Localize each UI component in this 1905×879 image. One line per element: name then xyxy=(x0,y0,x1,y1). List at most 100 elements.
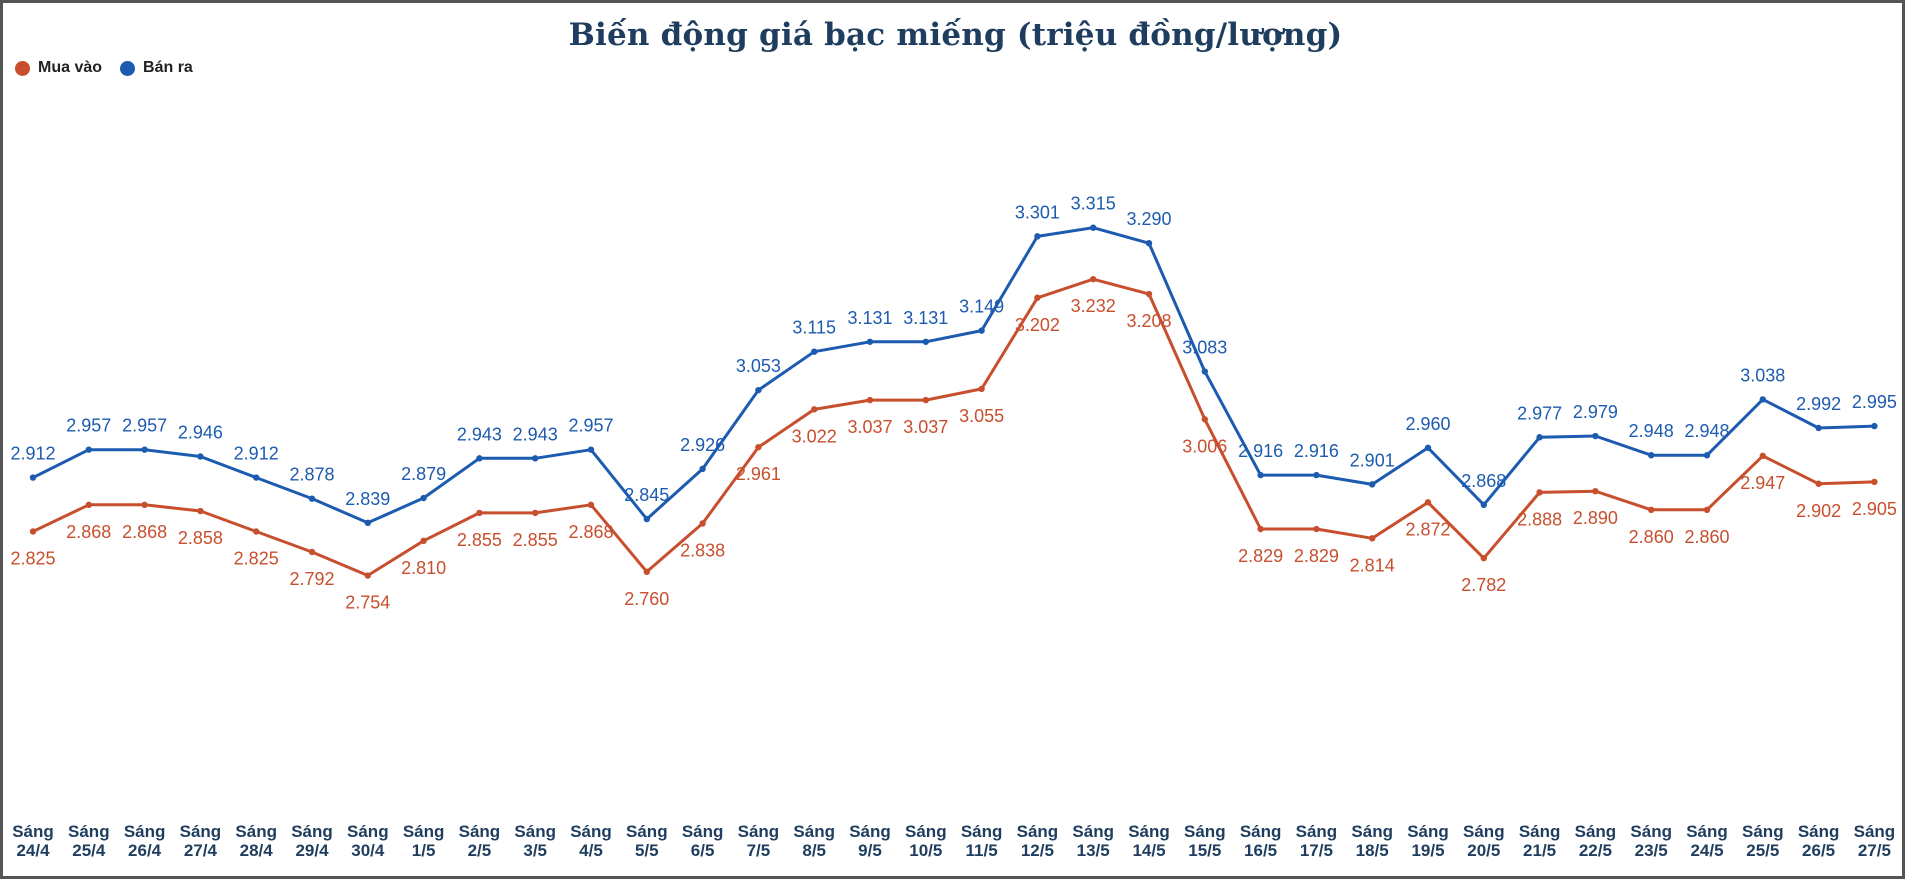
data-point-ban-ra[interactable] xyxy=(1424,444,1432,451)
legend-item-mua-vao[interactable]: Mua vào xyxy=(15,59,102,77)
data-point-mua-vao[interactable] xyxy=(1536,489,1543,496)
data-point-ban-ra[interactable] xyxy=(866,338,874,345)
data-label-ban-ra: 2.979 xyxy=(1573,402,1618,422)
chart-title: Biến động giá bạc miếng (triệu đồng/lượn… xyxy=(568,17,1343,53)
data-point-mua-vao[interactable] xyxy=(197,507,204,515)
data-point-ban-ra[interactable] xyxy=(1090,224,1097,231)
data-point-mua-vao[interactable] xyxy=(476,509,483,517)
data-point-ban-ra[interactable] xyxy=(1369,481,1376,488)
data-label-mua-vao: 2.858 xyxy=(178,528,223,548)
data-point-ban-ra[interactable] xyxy=(811,348,818,355)
data-point-ban-ra[interactable] xyxy=(476,455,483,462)
data-label-mua-vao: 2.838 xyxy=(680,540,725,560)
data-point-ban-ra[interactable] xyxy=(253,474,260,481)
data-point-ban-ra[interactable] xyxy=(1648,452,1655,459)
data-label-ban-ra: 3.131 xyxy=(847,308,892,328)
data-label-mua-vao: 2.902 xyxy=(1796,501,1841,521)
data-point-ban-ra[interactable] xyxy=(587,446,595,453)
data-label-ban-ra: 3.290 xyxy=(1126,209,1171,229)
data-point-mua-vao[interactable] xyxy=(308,548,316,556)
x-tick-label: Sáng 11/5 xyxy=(961,822,1003,860)
data-point-mua-vao[interactable] xyxy=(1871,478,1878,486)
data-point-ban-ra[interactable] xyxy=(29,474,37,481)
legend-swatch-mua-vao xyxy=(15,60,30,76)
data-point-ban-ra[interactable] xyxy=(1145,240,1153,247)
data-point-mua-vao[interactable] xyxy=(420,537,427,544)
data-label-ban-ra: 3.083 xyxy=(1182,338,1227,358)
series-line-ban-ra xyxy=(31,226,1876,525)
data-point-ban-ra[interactable] xyxy=(1201,368,1209,375)
data-point-ban-ra[interactable] xyxy=(532,455,539,462)
data-point-mua-vao[interactable] xyxy=(755,443,762,451)
data-point-ban-ra[interactable] xyxy=(1257,471,1264,479)
x-tick-label: Sáng 27/4 xyxy=(180,822,222,860)
data-point-mua-vao[interactable] xyxy=(29,528,37,535)
data-point-mua-vao[interactable] xyxy=(1090,275,1097,283)
data-point-ban-ra[interactable] xyxy=(643,515,650,523)
data-label-mua-vao: 2.868 xyxy=(66,522,111,542)
data-point-ban-ra[interactable] xyxy=(978,327,985,334)
data-label-mua-vao: 2.814 xyxy=(1350,555,1395,575)
data-point-ban-ra[interactable] xyxy=(1536,434,1543,441)
data-point-ban-ra[interactable] xyxy=(141,446,148,453)
data-point-ban-ra[interactable] xyxy=(922,338,929,345)
data-point-ban-ra[interactable] xyxy=(420,494,427,502)
data-point-ban-ra[interactable] xyxy=(1034,233,1041,240)
data-point-ban-ra[interactable] xyxy=(1871,422,1878,430)
data-label-ban-ra: 3.038 xyxy=(1740,365,1785,385)
data-point-mua-vao[interactable] xyxy=(1480,554,1488,562)
data-label-mua-vao: 3.037 xyxy=(847,417,892,437)
data-label-mua-vao: 2.947 xyxy=(1740,473,1785,493)
data-point-mua-vao[interactable] xyxy=(85,501,93,509)
data-label-mua-vao: 2.855 xyxy=(513,530,558,550)
data-label-ban-ra: 2.839 xyxy=(345,489,390,509)
data-point-mua-vao[interactable] xyxy=(1369,535,1376,542)
data-point-ban-ra[interactable] xyxy=(364,519,371,527)
data-point-mua-vao[interactable] xyxy=(699,520,706,527)
data-point-ban-ra[interactable] xyxy=(1480,501,1488,509)
data-point-mua-vao[interactable] xyxy=(978,385,985,393)
x-tick-label: Sáng 17/5 xyxy=(1296,822,1338,860)
data-point-mua-vao[interactable] xyxy=(1759,452,1767,460)
data-point-mua-vao[interactable] xyxy=(1034,294,1041,301)
data-point-ban-ra[interactable] xyxy=(308,495,316,502)
chart-legend: Mua vào Bán ra xyxy=(15,59,193,77)
data-point-mua-vao[interactable] xyxy=(811,406,818,413)
data-point-ban-ra[interactable] xyxy=(85,446,93,453)
data-point-ban-ra[interactable] xyxy=(1703,452,1711,459)
data-point-mua-vao[interactable] xyxy=(1424,499,1432,506)
x-tick-label: Sáng 26/4 xyxy=(124,822,166,860)
data-point-ban-ra[interactable] xyxy=(755,386,762,394)
data-point-mua-vao[interactable] xyxy=(922,396,929,404)
x-tick-label: Sáng 25/4 xyxy=(68,822,110,860)
data-point-ban-ra[interactable] xyxy=(197,453,204,460)
x-tick-label: Sáng 9/5 xyxy=(849,822,891,860)
legend-item-ban-ra[interactable]: Bán ra xyxy=(120,59,193,77)
data-point-ban-ra[interactable] xyxy=(699,465,706,473)
data-point-mua-vao[interactable] xyxy=(1201,416,1209,423)
data-point-mua-vao[interactable] xyxy=(364,572,371,579)
data-point-mua-vao[interactable] xyxy=(1703,506,1711,513)
data-point-mua-vao[interactable] xyxy=(1592,488,1599,495)
x-tick-label: Sáng 8/5 xyxy=(793,822,835,860)
data-label-mua-vao: 2.754 xyxy=(345,593,390,613)
data-point-mua-vao[interactable] xyxy=(1815,480,1822,487)
data-point-ban-ra[interactable] xyxy=(1759,396,1767,403)
data-label-ban-ra: 3.115 xyxy=(792,318,836,338)
data-point-mua-vao[interactable] xyxy=(532,509,539,517)
data-label-mua-vao: 3.022 xyxy=(792,426,837,446)
data-point-ban-ra[interactable] xyxy=(1815,424,1822,432)
data-label-ban-ra: 3.053 xyxy=(736,356,781,376)
data-point-mua-vao[interactable] xyxy=(141,501,148,509)
data-point-mua-vao[interactable] xyxy=(587,501,595,509)
data-label-ban-ra: 2.992 xyxy=(1796,394,1841,414)
data-point-mua-vao[interactable] xyxy=(866,396,874,404)
data-point-mua-vao[interactable] xyxy=(1145,290,1153,298)
data-point-mua-vao[interactable] xyxy=(1648,506,1655,513)
data-point-mua-vao[interactable] xyxy=(1257,525,1264,533)
data-point-ban-ra[interactable] xyxy=(1592,432,1599,440)
data-point-mua-vao[interactable] xyxy=(1313,525,1320,533)
data-point-mua-vao[interactable] xyxy=(253,528,260,535)
data-point-ban-ra[interactable] xyxy=(1313,471,1320,479)
data-point-mua-vao[interactable] xyxy=(643,568,650,575)
